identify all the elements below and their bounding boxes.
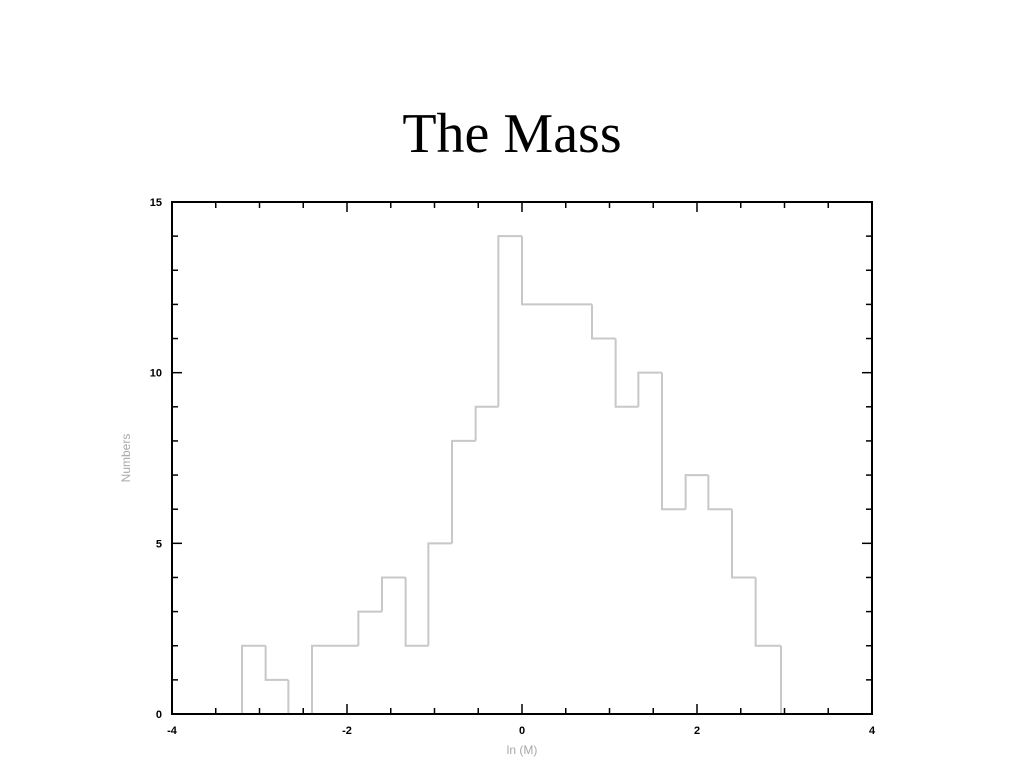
histogram-bar <box>546 304 569 714</box>
histogram-bar <box>406 646 429 714</box>
histogram-bar <box>708 509 732 714</box>
histogram-bar <box>756 646 781 714</box>
histogram-bar <box>592 339 616 714</box>
y-tick-label: 15 <box>150 197 162 209</box>
histogram-bar <box>382 577 406 714</box>
histogram-bar <box>336 646 359 714</box>
y-tick-label: 10 <box>150 368 162 380</box>
y-axis-label: Numbers <box>119 434 133 483</box>
histogram-bar <box>266 680 289 714</box>
histogram-bar <box>498 236 522 714</box>
histogram-bar <box>476 407 499 714</box>
histogram-bar <box>638 373 662 714</box>
histogram-outline <box>241 235 782 715</box>
x-tick-label: 0 <box>519 725 525 737</box>
x-axis-label: ln (M) <box>507 743 538 757</box>
histogram-bar <box>568 304 592 714</box>
histogram-bar <box>662 509 686 714</box>
histogram-bar <box>358 612 382 714</box>
histogram-bar <box>616 407 639 714</box>
slide-title: The Mass <box>402 103 622 165</box>
x-tick-label: -4 <box>167 725 178 737</box>
histogram-bar <box>428 543 452 714</box>
y-tick-label: 0 <box>156 709 162 721</box>
histogram-bar <box>312 646 336 714</box>
x-tick-label: -2 <box>342 725 352 737</box>
histogram-bar <box>242 646 266 714</box>
y-tick-label: 5 <box>156 538 162 550</box>
histogram-bar <box>452 441 476 714</box>
x-tick-label: 4 <box>869 725 876 737</box>
histogram-bar <box>732 577 756 714</box>
x-tick-label: 2 <box>694 725 700 737</box>
histogram-bar <box>686 475 709 714</box>
histogram-bar <box>522 304 546 714</box>
